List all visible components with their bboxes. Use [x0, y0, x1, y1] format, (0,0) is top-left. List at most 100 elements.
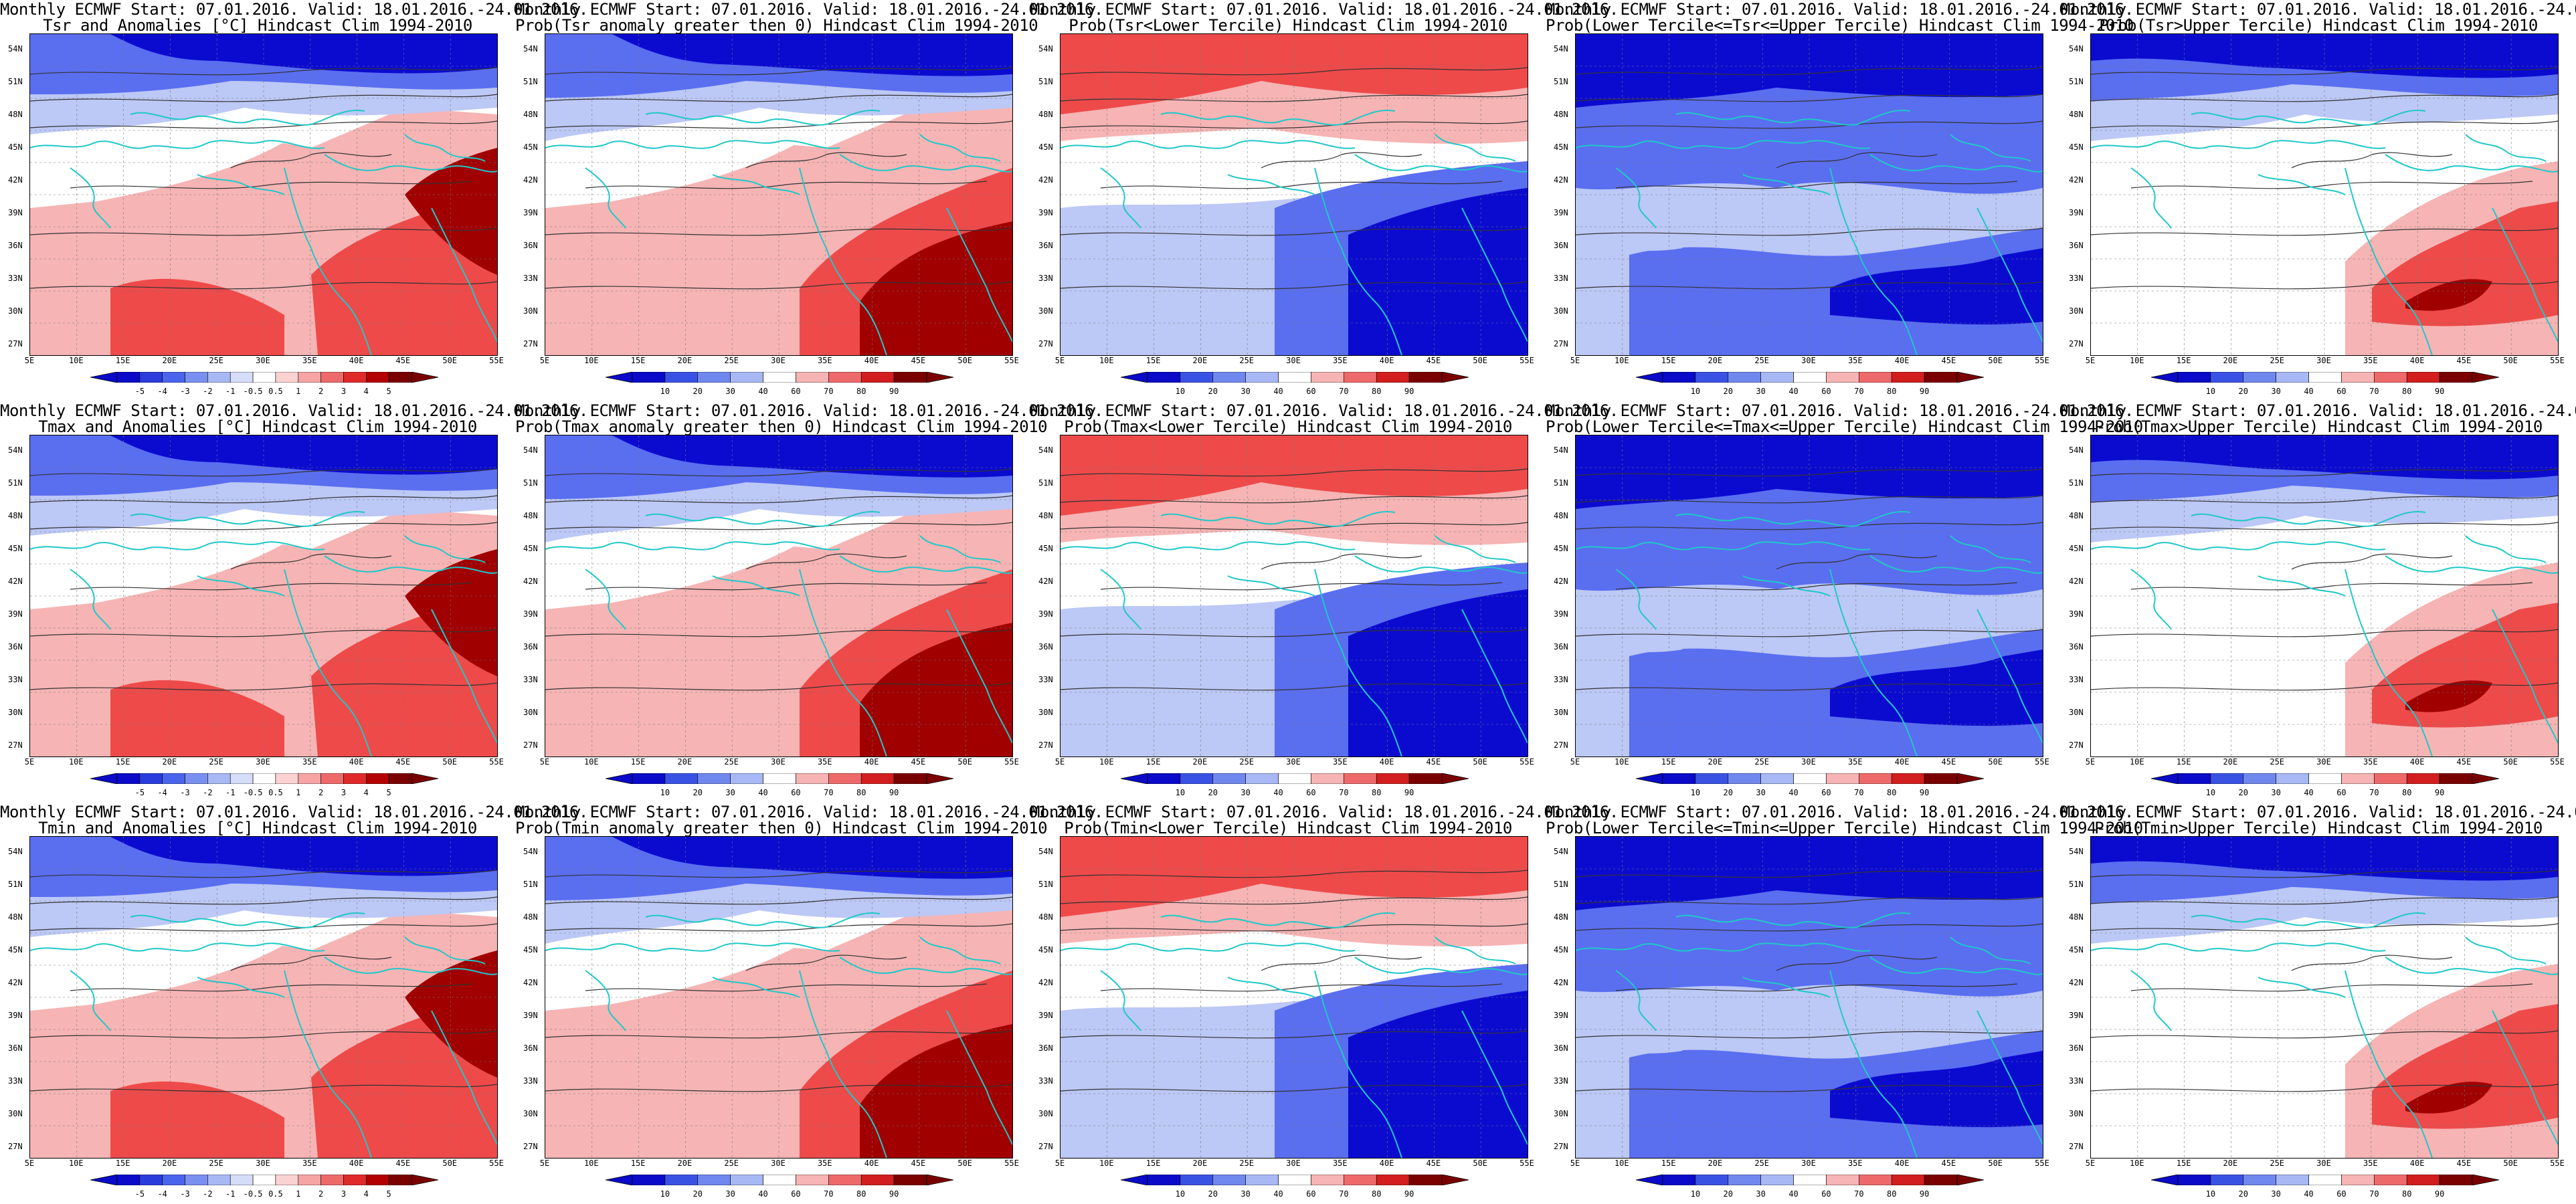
lat-label: 33N [8, 1076, 23, 1086]
lat-label: 36N [2069, 1043, 2084, 1053]
coastline [1354, 957, 1528, 975]
coastline [1742, 977, 1831, 998]
coastline [1435, 134, 1516, 162]
lon-label: 35E [2363, 757, 2378, 767]
color-bar [90, 372, 438, 383]
lat-label: 39N [8, 1011, 23, 1020]
color-field-2 [1576, 435, 2043, 509]
color-bar-tick: 40 [1273, 1189, 1283, 1199]
color-bar-tick: 20 [1723, 788, 1733, 797]
color-bar-tick: 10 [1175, 387, 1186, 396]
color-field-7 [110, 1081, 284, 1158]
lon-label: 15E [1145, 757, 1161, 767]
color-bar-tick: 40 [1273, 387, 1283, 396]
color-bar-tick: 80 [1371, 387, 1382, 396]
color-bar-tick: 30 [2271, 788, 2281, 797]
coastline [1615, 167, 1657, 229]
lon-label: 5E [1570, 757, 1580, 767]
coastline [2385, 154, 2558, 173]
color-field-6 [2405, 279, 2492, 311]
color-field-2 [1576, 837, 2043, 910]
lat-label: 39N [1554, 1011, 1568, 1020]
coastline [1461, 207, 1528, 342]
lon-label: 10E [2129, 1159, 2144, 1168]
lon-label: 20E [162, 757, 177, 767]
color-bar-tick: 10 [2205, 1189, 2216, 1199]
color-bar-tick: 70 [824, 788, 834, 797]
lon-label: 55E [2035, 356, 2049, 365]
color-bar-tick: 80 [1886, 1189, 1897, 1199]
map-panel-tmin-anomaly: Monthly ECMWF Start: 07.01.2016. Valid: … [0, 803, 588, 1204]
coastline [946, 1010, 1012, 1145]
lon-label: 10E [1099, 1159, 1114, 1168]
coastline [70, 569, 111, 630]
color-bar [90, 773, 438, 784]
coastline [1950, 936, 2031, 965]
coastline [1976, 207, 2043, 342]
coastline [324, 957, 497, 975]
lon-label: 45E [2456, 356, 2472, 365]
color-field-3 [2091, 435, 2558, 480]
lat-label: 27N [1554, 740, 1568, 750]
lat-label: 30N [8, 1109, 23, 1118]
lat-label: 27N [8, 1142, 23, 1151]
panel-title-line2: Prob(Tmin<Lower Tercile) Hindcast Clim 1… [1064, 819, 1512, 837]
lon-label: 25E [209, 1159, 224, 1168]
coastline [645, 511, 881, 527]
coastline [919, 535, 1001, 563]
lon-label: 10E [583, 757, 599, 767]
map-area [545, 435, 1013, 757]
lat-label: 27N [1038, 1142, 1053, 1151]
lon-label: 25E [1754, 1159, 1770, 1168]
color-bar-tick: 20 [1208, 387, 1218, 396]
map-area [1575, 33, 2043, 356]
lon-label: 10E [2129, 356, 2144, 365]
color-bar-tick: 80 [2401, 1189, 2412, 1199]
color-bar-tick: 80 [1886, 387, 1897, 396]
lon-label: 40E [1379, 757, 1394, 767]
coastline [2465, 936, 2547, 965]
lat-label: 27N [523, 339, 538, 348]
coastline [1227, 977, 1315, 998]
lon-label: 25E [724, 757, 739, 767]
coastline [1461, 609, 1528, 744]
coastline [2465, 535, 2547, 563]
lat-label: 39N [8, 609, 23, 619]
map-panel-tmin-prob-middle: Monthly ECMWF Start: 07.01.2016. Valid: … [1546, 803, 2143, 1204]
coastline [1314, 970, 1402, 1158]
lon-label: 55E [489, 757, 504, 767]
color-bar-tick: 30 [1756, 387, 1766, 396]
coastline [946, 207, 1012, 342]
color-bar-tick: 4 [363, 1189, 369, 1199]
lon-label: 15E [1661, 1159, 1676, 1168]
color-bar-tick: 40 [2304, 1189, 2314, 1199]
lat-label: 30N [2069, 708, 2084, 717]
coastline [1615, 569, 1657, 630]
map-area [29, 33, 498, 356]
coastline [1435, 936, 1516, 965]
lat-label: 48N [8, 912, 23, 922]
color-field-7 [110, 680, 284, 757]
color-field-5 [1582, 608, 1683, 652]
lat-label: 54N [1038, 445, 1053, 455]
panel-title-line1: Monthly ECMWF Start: 07.01.2016. Valid: … [0, 401, 588, 420]
coastline [545, 541, 840, 550]
color-field-4 [612, 837, 1012, 879]
coastline [799, 569, 887, 757]
map-panel-tsr-prob-positive: Monthly ECMWF Start: 07.01.2016. Valid: … [515, 0, 1103, 401]
color-bar-tick: 4 [363, 788, 369, 797]
lat-label: 39N [523, 208, 538, 217]
coastline [1314, 167, 1402, 355]
lon-label: 25E [1239, 757, 1255, 767]
lon-label: 10E [2129, 757, 2144, 767]
color-bar-tick: 80 [856, 788, 866, 797]
coastline [197, 575, 285, 597]
lat-label: 51N [523, 880, 538, 889]
color-field-5 [1348, 188, 1528, 355]
coastline [70, 167, 111, 229]
color-field-7 [110, 278, 284, 355]
color-bar-tick: 80 [856, 1189, 866, 1199]
lat-label: 54N [8, 847, 23, 856]
lat-label: 45N [1038, 142, 1053, 152]
color-bar-tick: 10 [1690, 387, 1701, 396]
